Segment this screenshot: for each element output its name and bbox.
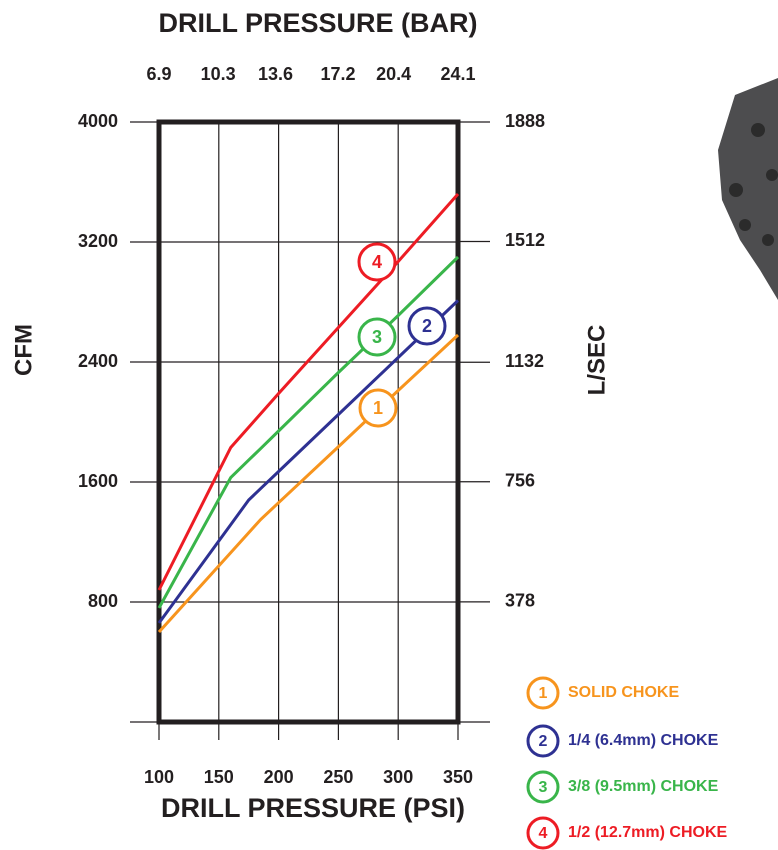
legend-label: 3/8 (9.5mm) CHOKE: [568, 778, 719, 795]
y2-tick-label: 1512: [505, 230, 545, 250]
x2-tick-label: 13.6: [258, 64, 293, 84]
x2-tick-label: 6.9: [146, 64, 171, 84]
chart-title: DRILL PRESSURE (BAR): [158, 8, 477, 38]
series-marker-circle: [358, 388, 398, 428]
legend-circle: [526, 676, 560, 710]
x-tick-label: 200: [264, 767, 294, 787]
x-tick-label: 350: [443, 767, 473, 787]
y-tick-label: 1600: [78, 471, 118, 491]
x-axis-title: DRILL PRESSURE (PSI): [161, 793, 465, 823]
series-marker-label: 3: [372, 327, 382, 347]
x-tick-label: 100: [144, 767, 174, 787]
series-line: [157, 333, 460, 634]
x-tick-label: 300: [383, 767, 413, 787]
series-marker-circle: [407, 306, 447, 346]
legend-circle: [526, 770, 560, 804]
series-marker-circle: [357, 317, 397, 357]
legend-label: SOLID CHOKE: [568, 684, 679, 701]
legend-number: 3: [539, 779, 548, 796]
x2-tick-label: 10.3: [201, 64, 236, 84]
y-tick-label: 800: [88, 591, 118, 611]
drill-bit-image: [718, 78, 778, 300]
plot-frame: [156, 119, 461, 725]
y2-axis-title: L/SEC: [583, 325, 610, 396]
series-marker-circle: [357, 242, 397, 282]
legend-number: 1: [539, 685, 548, 702]
legend-circle: [526, 724, 560, 758]
y2-tick-label: 1888: [505, 111, 545, 131]
series-marker-label: 4: [372, 252, 382, 272]
series-line: [157, 255, 460, 609]
y-tick-label: 4000: [78, 111, 118, 131]
legend-label: 1/2 (12.7mm) CHOKE: [568, 824, 727, 841]
x2-tick-label: 17.2: [321, 64, 356, 84]
x2-tick-label: 20.4: [376, 64, 411, 84]
x2-tick-label: 24.1: [440, 64, 475, 84]
y-tick-label: 2400: [78, 351, 118, 371]
legend-number: 4: [539, 825, 548, 842]
y2-tick-label: 378: [505, 591, 535, 611]
series-marker-label: 1: [373, 398, 383, 418]
series-line: [157, 193, 460, 591]
x-tick-label: 150: [204, 767, 234, 787]
y2-tick-label: 756: [505, 470, 535, 490]
y-tick-label: 3200: [78, 231, 118, 251]
legend-label: 1/4 (6.4mm) CHOKE: [568, 732, 719, 749]
x-tick-label: 250: [323, 767, 353, 787]
series-marker-label: 2: [422, 316, 432, 336]
legend-circle: [526, 816, 560, 850]
series-line: [157, 299, 460, 624]
y-axis-title: CFM: [10, 324, 37, 376]
legend-number: 2: [539, 733, 548, 750]
y2-tick-label: 1132: [505, 351, 544, 371]
